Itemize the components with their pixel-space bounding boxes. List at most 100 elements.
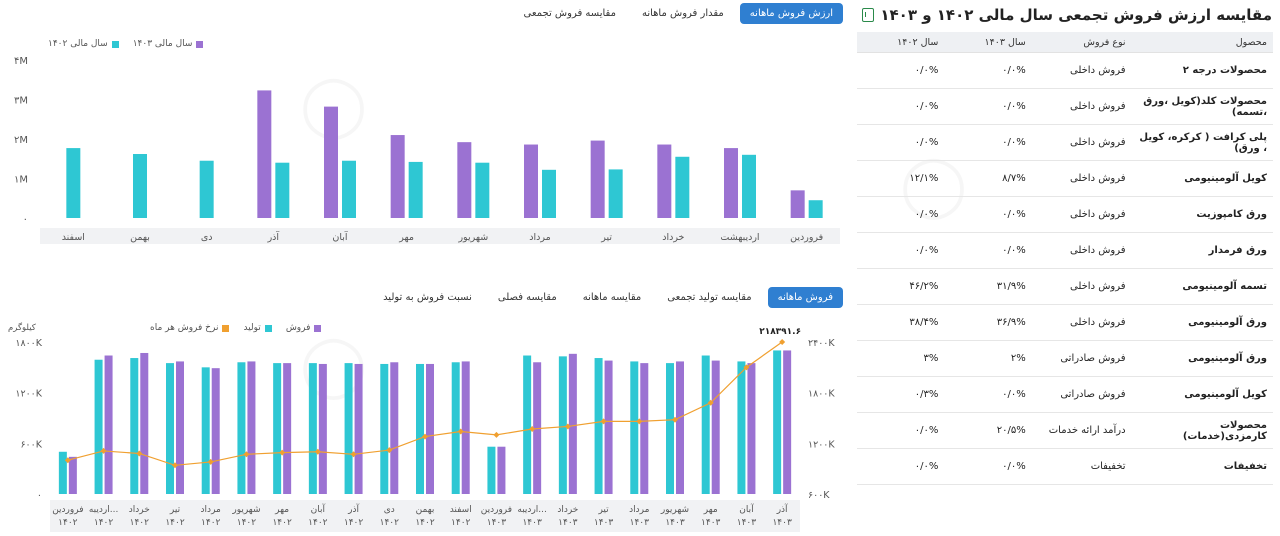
legend-swatch-purple [314,324,322,332]
cell-sale-type: درآمد ارائه خدمات [1031,412,1132,449]
x-tick-label: شهریور [231,505,260,515]
bar-sales [104,355,113,494]
cell-product: ورق آلومینیومی [1131,340,1273,377]
x-axis-band [40,228,840,244]
cell-value-1402: ۰/۰% [857,448,945,485]
cell-sale-type: فروش داخلی [1031,52,1132,89]
bar-production [523,355,532,494]
table-row: تخفیفات تخفیفات ۰/۰% ۰/۰% [857,448,1273,485]
x-tick-label: بهمن [130,232,150,243]
x-tick-label: خرداد [129,505,150,515]
bar-1403 [590,140,605,218]
table-row: محصولات کلد(کویل ،ورق ،تسمه) فروش داخلی ۰/… [857,88,1273,125]
tab-monthly-sales[interactable]: فروش ماهانه [767,287,843,308]
x-tick-year-label: ۱۴۰۲ [415,518,435,528]
x-tick-label: مهر [703,505,718,515]
excel-export-icon[interactable] [862,8,874,22]
cell-product: محصولات کلد(کویل ،ورق ،تسمه) [1131,88,1273,125]
bar-production [273,363,282,494]
tab-cumulative-production[interactable]: مقایسه تولید تجمعی [667,292,752,303]
x-tick-label: اردیبهشت [720,232,759,243]
bar-production [237,362,246,494]
cell-value-1403: ۰/۰% [944,52,1032,89]
bar-sales [68,456,77,494]
tab-monthly-comparison[interactable]: مقایسه ماهانه [582,292,642,303]
legend-swatch-teal [111,40,119,48]
x-tick-year-label: ۱۴۰۲ [201,518,221,528]
tab-seasonal-comparison[interactable]: مقایسه فصلی [497,292,557,303]
sales-rate-point [422,433,428,440]
bar-production [380,363,389,494]
x-tick-label: مرداد [201,505,221,515]
sales-rate-point [636,418,643,425]
legend-item-rate[interactable]: نرخ فروش هر ماه [150,323,230,333]
table-row: ورق آلومینیومی فروش صادراتی ۲% ۳% [857,340,1273,377]
left-tick-label: ۱۲۰۰K [15,389,42,400]
tab-monthly-sales-value[interactable]: ارزش فروش ماهانه [739,3,843,24]
x-tick-label: فروردین [790,232,823,243]
last-rate-annotation: ۲۱۸۳۹۱.۶ [759,327,801,337]
x-tick-year-label: ۱۴۰۳ [701,518,721,528]
left-tick-label: ۶۰۰K [20,439,42,450]
cell-value-1402: ۰/۰% [857,196,945,233]
bar-sales [568,353,577,494]
x-tick-label: بهمن [416,505,435,515]
x-tick-label: خرداد [557,505,578,515]
bar-sales [497,446,506,494]
tab-sales-production-ratio[interactable]: نسبت فروش به تولید [383,292,472,303]
legend-label-production: تولید [243,323,261,333]
legend-item-1403[interactable]: سال مالی ۱۴۰۳ [133,39,204,49]
bar-1403 [390,135,405,218]
cell-value-1402: ۱۲/۱% [857,160,945,197]
cell-sale-type: فروش داخلی [1031,304,1132,341]
bar-sales [604,360,613,494]
x-tick-year-label: ۱۴۰۲ [94,518,114,528]
bar-production [130,358,139,494]
bar-production [308,363,317,494]
bar-sales [140,352,149,494]
bar-1403 [524,144,538,218]
tab-monthly-sales-amount[interactable]: مقدار فروش ماهانه [641,8,724,19]
cell-product: ورق کامپوزیت [1131,196,1273,233]
x-tick-year-label: ۱۴۰۳ [487,518,507,528]
sales-rate-point [314,448,321,455]
cumulative-sales-table: محصول نوع فروش سال ۱۴۰۳ سال ۱۴۰۲ محصولات… [857,32,1273,485]
sales-rate-point [457,428,464,435]
x-tick-label: آبان [332,230,348,243]
bar-1403 [724,148,738,218]
legend-item-sales[interactable]: فروش [286,323,322,333]
x-tick-year-label: ۱۴۰۲ [272,518,292,528]
legend-label-1403: سال مالی ۱۴۰۳ [132,39,193,49]
x-tick-label: مرداد [529,232,550,243]
right-tick-label: ۱۲۰۰K [808,439,835,450]
bar-1402 [342,160,356,218]
monthly-sales-chart: کیلوگرم ۱۸۰۰K ۱۲۰۰K ۶۰۰K ۰ ۲۴۰۰K ۱۸۰۰K ۱۲۰۰K ۶۰۰… [8,322,835,532]
legend-item-1402[interactable]: سال مالی ۱۴۰۲ [48,39,119,49]
header-year-1403: سال ۱۴۰۳ [944,32,1032,53]
monthly-sales-value-chart: ۴M ۳M ۲M ۱M ۰ فروردین اردیبهشت خرداد تیر مرداد شهر… [14,56,840,244]
cell-sale-type: فروش داخلی [1031,88,1132,125]
cell-sale-type: فروش صادراتی [1031,376,1132,413]
sales-rate-point [564,423,571,430]
left-tick-label: ۰ [37,490,42,501]
x-tick-year-label: ۱۴۰۲ [237,518,257,528]
x-tick-year-label: ۱۴۰۲ [130,518,150,528]
right-tick-label: ۱۸۰۰K [808,389,835,400]
bar-production [701,355,710,494]
bar-production [737,361,746,494]
cell-value-1403: ۳۱/۹% [944,268,1032,305]
legend-item-production[interactable]: تولید [243,323,272,333]
cell-product: تسمه آلومینیومی [1131,268,1273,305]
x-tick-label: آذر [347,503,359,515]
table-row: محصولات درجه ۲ فروش داخلی ۰/۰% ۰/۰% [857,52,1273,89]
x-tick-year-label: ۱۴۰۳ [594,518,614,528]
bar-1403 [324,106,338,218]
x-axis-band [50,500,800,532]
bottom-chart-legend: فروش تولید نرخ فروش هر ماه [150,323,322,333]
bar-sales [426,363,434,494]
cell-product: کویل آلومینیومی [1131,376,1273,413]
tab-cumulative-sales-comparison[interactable]: مقایسه فروش تجمعی [523,8,616,19]
y-tick-label: ۰ [23,214,28,225]
bar-1402 [808,200,823,218]
sales-rate-point [493,431,500,438]
